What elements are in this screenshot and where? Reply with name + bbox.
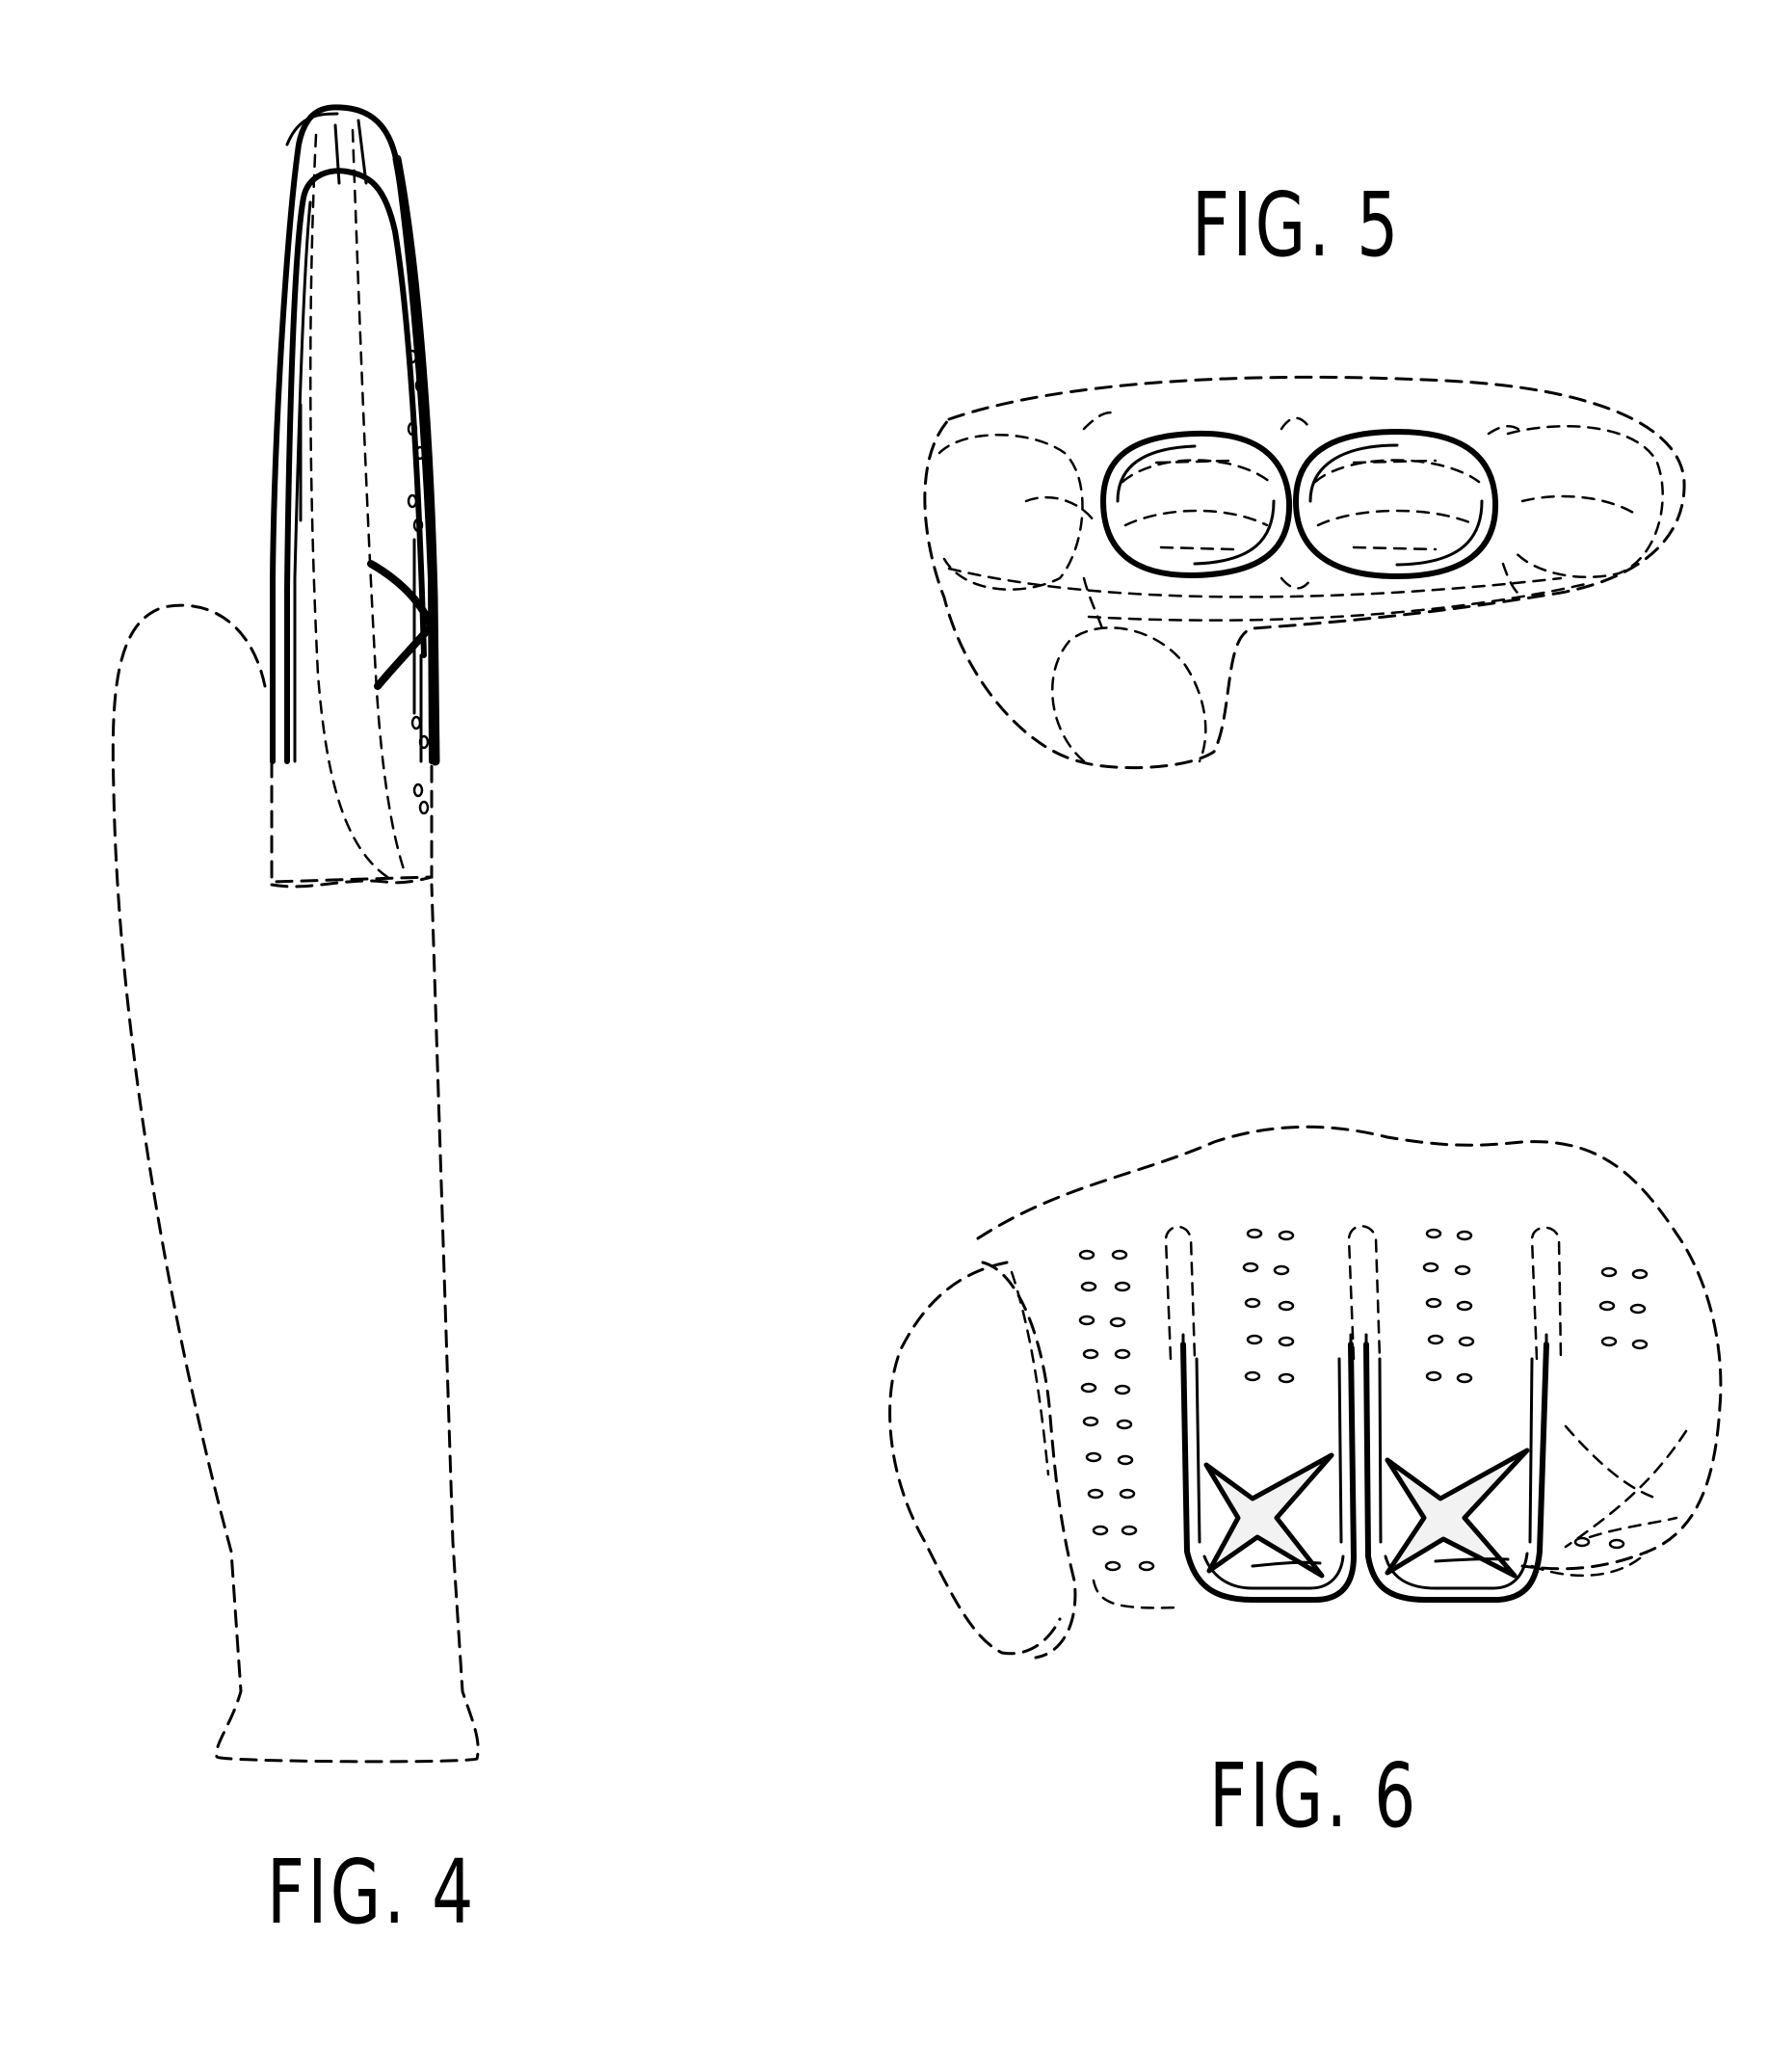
fig5-sleeve-left-inner xyxy=(1118,446,1274,564)
fig5-drawing xyxy=(925,377,1684,767)
fig6-right-lower-line xyxy=(1532,1552,1648,1576)
fig6-thumb-inner-2 xyxy=(1012,1272,1048,1474)
fig5-sleeve-right xyxy=(1296,432,1495,576)
fig6-x-mark-right xyxy=(1387,1450,1527,1576)
fig5-pinky-knuckle xyxy=(939,435,1083,589)
fig6-thumb-inner xyxy=(983,1262,1075,1658)
fig5-ring-knuckle-lines xyxy=(1084,412,1118,631)
fig6-drawing xyxy=(890,1127,1721,1658)
fig6-thumb-outline xyxy=(890,1262,1060,1654)
fig5-label: FIG. 5 xyxy=(1192,181,1402,270)
fig4-sleeve-inner-fold xyxy=(287,171,424,761)
fig5-inner-band-line xyxy=(949,569,1561,597)
fig4-drawing xyxy=(113,107,478,1762)
fig5-sleeve-left xyxy=(1103,434,1289,575)
fig6-label: FIG. 6 xyxy=(1209,1752,1419,1841)
fig4-sleeve-line-c xyxy=(287,114,337,145)
fig6-finger-guide-2 xyxy=(1349,1226,1380,1359)
fig6-sleeve-fold-lines xyxy=(1183,1335,1546,1344)
fig5-sleeve-right-inner xyxy=(1310,445,1482,565)
fig4-palm-outline xyxy=(113,605,478,1762)
fig5-sleeve-right-detail xyxy=(1315,461,1479,550)
fig6-lower-palm-line xyxy=(1094,1581,1175,1607)
fig4-label: FIG. 4 xyxy=(267,1848,477,1937)
fig4-sleeve-line-f xyxy=(335,125,339,183)
fig6-x-mark-left xyxy=(1206,1455,1332,1576)
fig4-finger-lower-outline xyxy=(272,761,432,882)
fig5-thumb-outline xyxy=(1052,627,1205,761)
fig5-index-knuckle-2 xyxy=(1522,496,1638,516)
fig4-inner-finger-line xyxy=(310,135,390,879)
fig5-sleeve-left-detail xyxy=(1122,461,1270,550)
fig6-grip-dots xyxy=(1080,1230,1647,1570)
fig5-index-knuckle xyxy=(1508,426,1663,577)
fig6-finger-guide-1 xyxy=(1166,1227,1195,1359)
fig5-hand-outline xyxy=(925,377,1684,767)
fig6-phantom-x xyxy=(1566,1426,1686,1547)
